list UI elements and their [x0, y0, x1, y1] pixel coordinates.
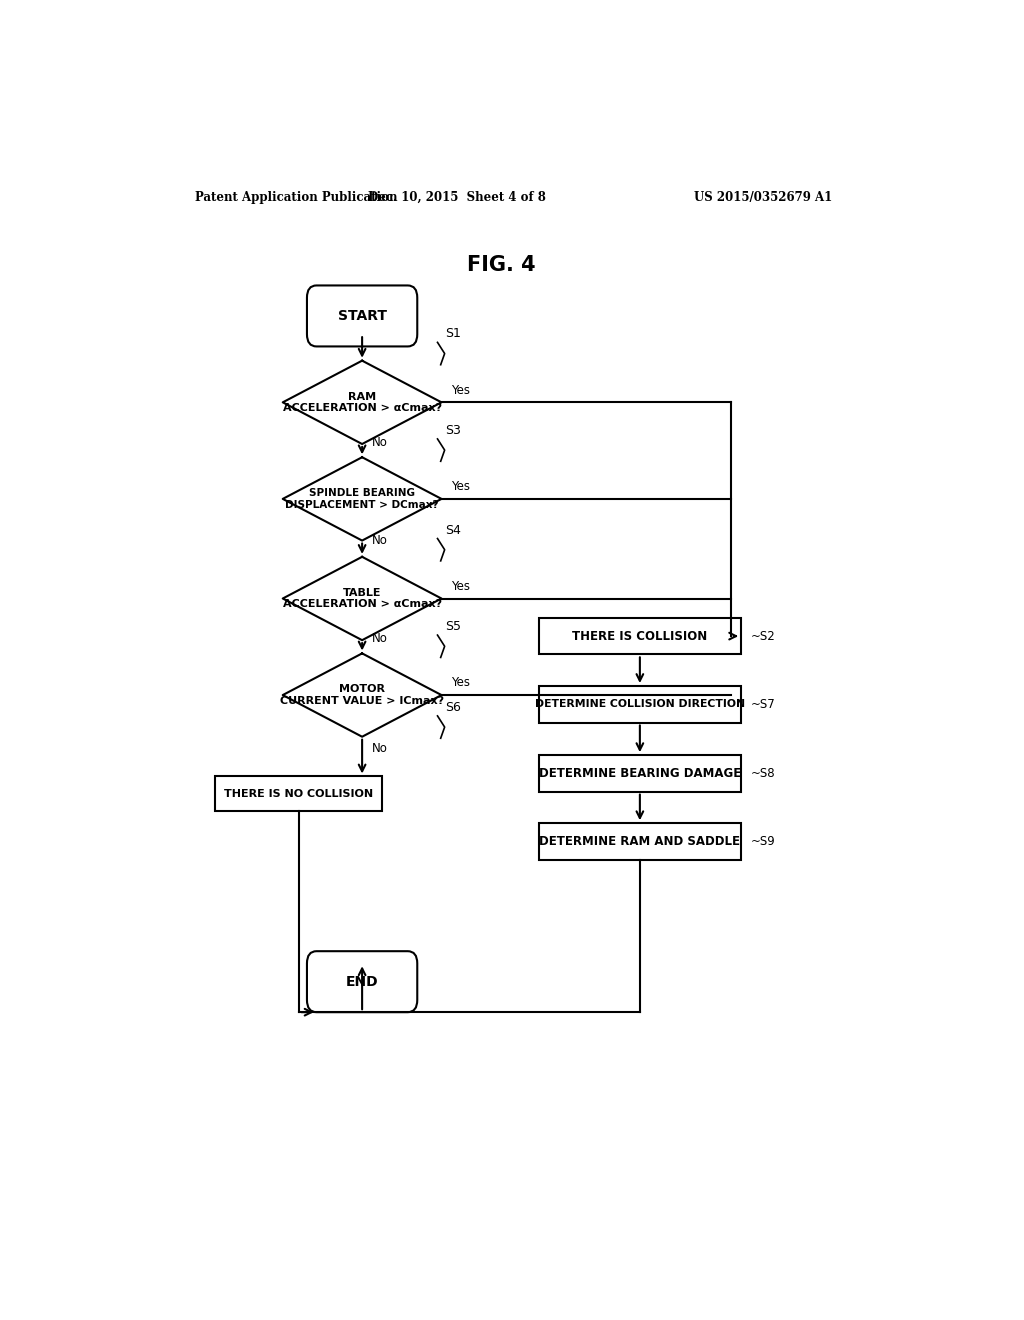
Text: ~S2: ~S2	[751, 630, 775, 643]
Text: DETERMINE COLLISION DIRECTION: DETERMINE COLLISION DIRECTION	[535, 700, 744, 709]
FancyBboxPatch shape	[307, 285, 417, 346]
Text: No: No	[372, 436, 387, 449]
Bar	[215, 776, 382, 810]
Text: No: No	[372, 632, 387, 645]
Text: THERE IS NO COLLISION: THERE IS NO COLLISION	[224, 788, 373, 799]
Text: THERE IS COLLISION: THERE IS COLLISION	[572, 630, 708, 643]
Polygon shape	[283, 557, 441, 640]
Text: Yes: Yes	[451, 480, 470, 494]
Bar	[539, 755, 741, 792]
Text: Patent Application Publication: Patent Application Publication	[196, 190, 398, 203]
Bar	[539, 618, 741, 655]
Text: ~S9: ~S9	[751, 836, 775, 847]
Bar	[539, 824, 741, 859]
Polygon shape	[283, 653, 441, 737]
Text: FIG. 4: FIG. 4	[467, 255, 536, 275]
Text: END: END	[346, 974, 379, 989]
Text: Yes: Yes	[451, 384, 470, 396]
Text: MOTOR
CURRENT VALUE > ICmax?: MOTOR CURRENT VALUE > ICmax?	[280, 684, 444, 706]
Text: Yes: Yes	[451, 676, 470, 689]
Text: Dec. 10, 2015  Sheet 4 of 8: Dec. 10, 2015 Sheet 4 of 8	[369, 190, 546, 203]
Text: ~S8: ~S8	[751, 767, 775, 780]
Text: US 2015/0352679 A1: US 2015/0352679 A1	[693, 190, 833, 203]
Text: S1: S1	[445, 327, 462, 341]
Text: S3: S3	[445, 424, 462, 437]
FancyBboxPatch shape	[307, 952, 417, 1012]
Text: ~S7: ~S7	[751, 698, 775, 710]
Text: S6: S6	[445, 701, 462, 714]
Polygon shape	[283, 457, 441, 541]
Text: TABLE
ACCELERATION > αCmax?: TABLE ACCELERATION > αCmax?	[283, 587, 441, 610]
Polygon shape	[283, 360, 441, 444]
Text: No: No	[372, 742, 387, 755]
Text: DETERMINE BEARING DAMAGE: DETERMINE BEARING DAMAGE	[539, 767, 741, 780]
Text: DETERMINE RAM AND SADDLE: DETERMINE RAM AND SADDLE	[540, 836, 740, 847]
Text: S4: S4	[445, 524, 462, 536]
Text: S5: S5	[445, 620, 462, 634]
Text: RAM
ACCELERATION > αCmax?: RAM ACCELERATION > αCmax?	[283, 392, 441, 413]
Text: SPINDLE BEARING
DISPLACEMENT > DCmax?: SPINDLE BEARING DISPLACEMENT > DCmax?	[286, 488, 439, 510]
Text: Yes: Yes	[451, 579, 470, 593]
Bar	[539, 686, 741, 722]
Text: START: START	[338, 309, 387, 323]
Text: No: No	[372, 535, 387, 546]
